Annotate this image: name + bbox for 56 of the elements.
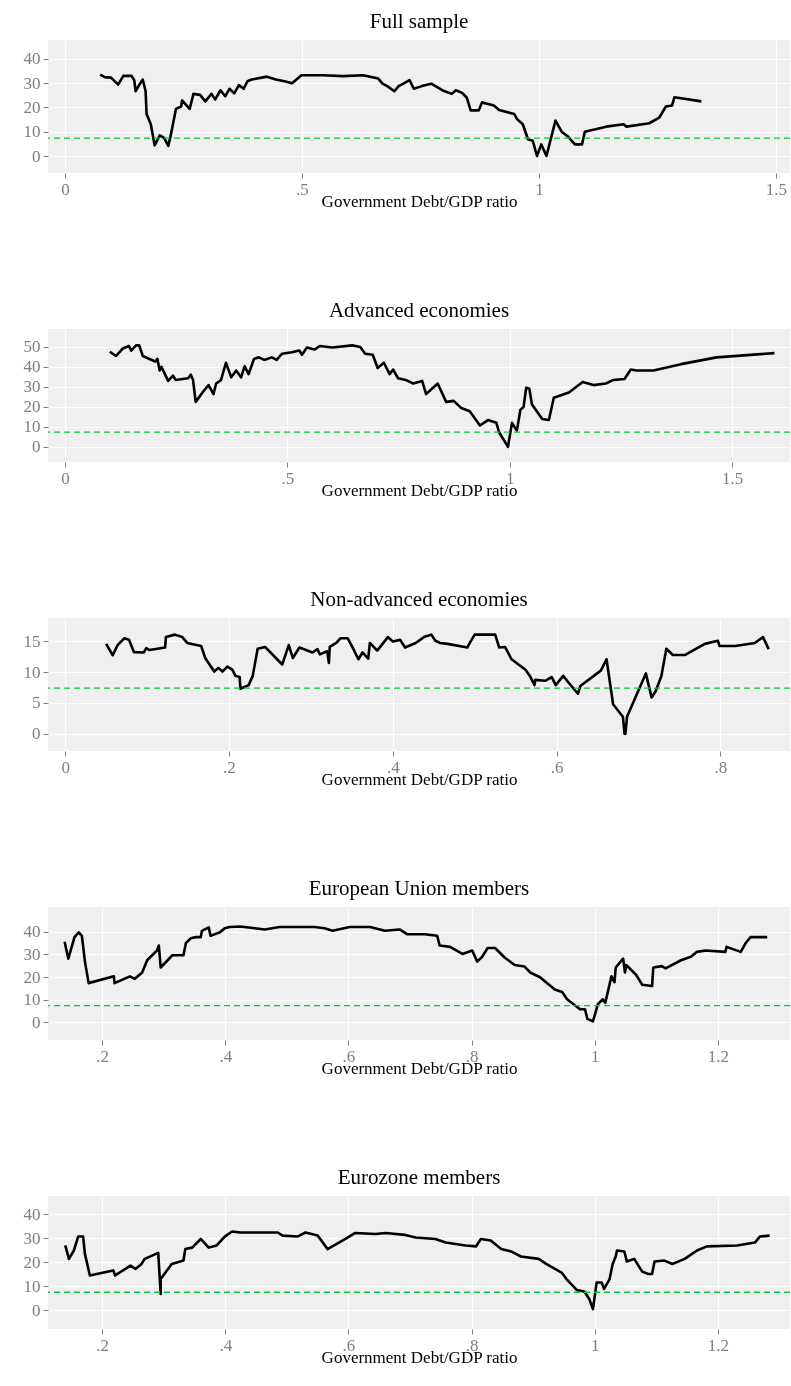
y-tick-label: 20 <box>23 1252 41 1272</box>
y-tick-label: 0 <box>32 1012 41 1032</box>
x-tick-label: 0 <box>61 757 70 777</box>
chart-title: Eurozone members <box>337 1165 501 1189</box>
y-tick-label: 10 <box>23 122 41 142</box>
y-tick-label: 40 <box>23 357 41 377</box>
y-tick-label: 20 <box>23 967 41 987</box>
x-axis-title: Government Debt/GDP ratio <box>321 191 518 211</box>
x-tick-label: 1.5 <box>722 468 744 488</box>
x-tick-label: 1 <box>591 1335 600 1355</box>
y-tick-label: 20 <box>23 397 41 417</box>
x-tick-label: 0 <box>61 468 70 488</box>
y-tick-label: 10 <box>23 662 41 682</box>
y-tick-label: 30 <box>23 944 41 964</box>
line-series <box>63 1230 771 1311</box>
y-tick-label: 10 <box>23 990 41 1010</box>
y-tick-label: 30 <box>23 1228 41 1248</box>
line-series <box>63 925 769 1023</box>
y-tick-label: 30 <box>23 73 41 93</box>
y-tick-label: 10 <box>23 1276 41 1296</box>
x-tick-label: 1.2 <box>707 1335 730 1355</box>
chart-title: Advanced economies <box>328 298 510 322</box>
x-tick-label: .2 <box>96 1046 110 1066</box>
line-series <box>104 633 771 736</box>
y-tick-label: 40 <box>23 1204 41 1224</box>
x-tick-label: .5 <box>281 468 295 488</box>
x-tick-label: .4 <box>219 1046 233 1066</box>
y-tick-label: 5 <box>32 693 41 713</box>
x-axis-title: Government Debt/GDP ratio <box>321 480 518 500</box>
x-tick-label: .4 <box>219 1335 233 1355</box>
y-tick-label: 40 <box>23 922 41 942</box>
chart-title: European Union members <box>308 876 530 900</box>
y-tick-label: 0 <box>32 1300 41 1320</box>
x-tick-label: .2 <box>96 1335 110 1355</box>
y-tick-label: 20 <box>23 97 41 117</box>
y-tick-label: 40 <box>23 49 41 69</box>
x-tick-label: .5 <box>296 179 309 199</box>
x-tick-label: 1.5 <box>765 179 787 199</box>
y-tick-label: 50 <box>23 337 41 357</box>
chart-title: Full sample <box>369 9 469 33</box>
y-tick-label: 0 <box>32 146 41 166</box>
x-tick-label: 1.2 <box>707 1046 730 1066</box>
y-tick-label: 0 <box>32 437 41 457</box>
line-series <box>98 73 703 158</box>
x-tick-label: 0 <box>61 179 70 199</box>
y-tick-label: 10 <box>23 417 41 437</box>
x-tick-label: 1 <box>591 1046 600 1066</box>
x-tick-label: 1 <box>535 179 544 199</box>
chart-title: Non-advanced economies <box>310 587 528 611</box>
x-tick-label: .2 <box>223 757 236 777</box>
y-tick-label: 0 <box>32 724 41 744</box>
y-tick-label: 15 <box>23 631 41 651</box>
y-tick-label: 30 <box>23 377 41 397</box>
x-tick-label: .6 <box>550 757 564 777</box>
line-series <box>108 344 776 449</box>
x-tick-label: .8 <box>714 757 728 777</box>
